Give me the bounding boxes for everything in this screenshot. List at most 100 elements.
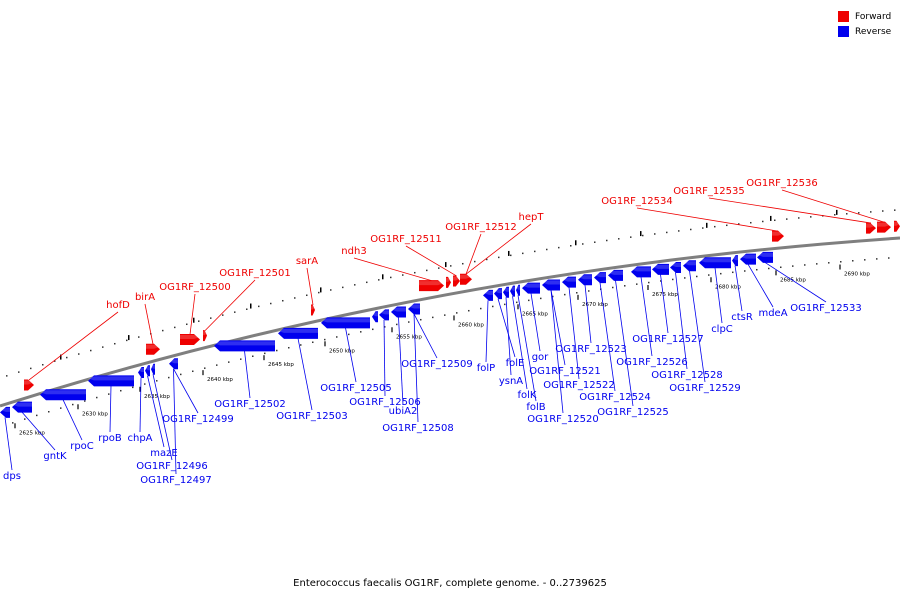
forward-gene-birA[interactable] [146,343,160,355]
gene-label-OG1RF_12520[interactable]: OG1RF_12520 [527,414,599,425]
reverse-gene-r16[interactable] [494,288,502,300]
gene-label-rpoC[interactable]: rpoC [70,441,94,452]
forward-gene-ndh3[interactable] [419,280,444,292]
forward-gene-hofD[interactable] [24,379,34,391]
reverse-gene-r18[interactable] [510,285,515,297]
reverse-gene-r13[interactable] [391,306,406,318]
gene-label-OG1RF_12522[interactable]: OG1RF_12522 [543,380,615,391]
gene-label-OG1RF_12511[interactable]: OG1RF_12511 [370,234,442,245]
gene-label-gntK[interactable]: gntK [43,451,67,462]
reverse-gene-r15[interactable] [483,289,493,301]
gene-label-OG1RF_12525[interactable]: OG1RF_12525 [597,407,669,418]
reverse-gene-r25[interactable] [608,269,623,281]
forward-gene-OG1RF_12535[interactable] [866,222,876,234]
gene-label-birA[interactable]: birA [135,292,155,303]
gene-label-OG1RF_12508[interactable]: OG1RF_12508 [382,423,454,434]
reverse-gene-r2[interactable] [40,389,86,401]
gene-label-mazE[interactable]: mazE [150,448,177,459]
reverse-track-dot [480,307,482,310]
reverse-gene-r11[interactable] [372,311,378,323]
reverse-gene-r12[interactable] [379,309,389,321]
gene-label-OG1RF_12527[interactable]: OG1RF_12527 [632,334,704,345]
gene-label-ctsR[interactable]: ctsR [731,312,753,323]
gene-label-OG1RF_12503[interactable]: OG1RF_12503 [276,411,348,422]
gene-label-OG1RF_12505[interactable]: OG1RF_12505 [320,383,392,394]
gene-label-OG1RF_12524[interactable]: OG1RF_12524 [579,392,651,403]
reverse-gene-r26[interactable] [631,266,651,278]
reverse-gene-r9[interactable] [278,327,318,339]
gene-label-OG1RF_12521[interactable]: OG1RF_12521 [529,366,601,377]
reverse-gene-r4[interactable] [138,366,144,378]
gene-label-OG1RF_12533[interactable]: OG1RF_12533 [790,303,862,314]
gene-label-folP[interactable]: folP [477,363,495,374]
reverse-gene-r19[interactable] [516,284,520,296]
gene-label-chpA[interactable]: chpA [127,433,152,444]
gene-label-OG1RF_12512[interactable]: OG1RF_12512 [445,222,517,233]
reverse-gene-r30[interactable] [699,257,731,269]
forward-gene-OG1RF_12501[interactable] [203,330,207,342]
gene-label-hofD[interactable]: hofD [106,300,130,311]
gene-label-OG1RF_12529[interactable]: OG1RF_12529 [669,383,741,394]
reverse-gene-r5[interactable] [145,365,150,377]
gene-label-gor[interactable]: gor [532,352,549,363]
gene-label-hepT[interactable]: hepT [519,212,545,223]
forward-gene-hepT[interactable] [894,220,900,232]
gene-label-OG1RF_12502[interactable]: OG1RF_12502 [214,399,286,410]
reverse-gene-r20[interactable] [522,282,540,294]
reverse-gene-r24[interactable] [594,272,606,284]
reverse-gene-r14[interactable] [408,303,420,315]
gene-label-ndh3[interactable]: ndh3 [341,246,366,257]
reverse-gene-r23[interactable] [578,274,592,286]
reverse-gene-r29[interactable] [683,260,696,272]
gene-label-ysnA[interactable]: ysnA [499,376,523,387]
gene-label-OG1RF_12497[interactable]: OG1RF_12497 [140,475,212,486]
gene-label-OG1RF_12535[interactable]: OG1RF_12535 [673,186,745,197]
gene-label-clpC[interactable]: clpC [711,324,733,335]
reverse-gene-r8[interactable] [214,340,275,352]
gene-label-OG1RF_12534[interactable]: OG1RF_12534 [601,196,673,207]
gene-label-OG1RF_12496[interactable]: OG1RF_12496 [136,461,208,472]
reverse-gene-r22[interactable] [562,276,576,288]
gene-label-rpoB[interactable]: rpoB [98,433,122,444]
reverse-gene-r31[interactable] [732,255,738,267]
gene-label-OG1RF_12526[interactable]: OG1RF_12526 [616,357,688,368]
reverse-gene-r1[interactable] [12,401,32,413]
forward-gene-OG1RF_12511[interactable] [453,275,460,287]
forward-gene-OG1RF_12536[interactable] [877,221,891,233]
gene-label-mdeA[interactable]: mdeA [758,308,787,319]
gene-label-OG1RF_12509[interactable]: OG1RF_12509 [401,359,473,370]
gene-label-folB[interactable]: folB [526,402,545,413]
gene-label-OG1RF_12536[interactable]: OG1RF_12536 [746,178,818,189]
reverse-gene-r21[interactable] [542,279,560,291]
gene-label-folK[interactable]: folK [518,390,537,401]
gene-label-OG1RF_12500[interactable]: OG1RF_12500 [159,282,231,293]
kbp-tick-label: 2645 kbp [268,362,294,368]
forward-gene-OG1RF_12534[interactable] [772,230,784,242]
gene-label-ubiA2[interactable]: ubiA2 [389,406,418,417]
gene-label-sarA[interactable]: sarA [296,256,318,267]
gene-label-OG1RF_12528[interactable]: OG1RF_12528 [651,370,723,381]
reverse-gene-r6[interactable] [151,363,155,375]
gene-label-dps[interactable]: dps [3,471,21,482]
gene-label-OG1RF_12506[interactable]: OG1RF_12506 [349,397,421,408]
reverse-gene-r17[interactable] [503,286,509,298]
gene-label-OG1RF_12523[interactable]: OG1RF_12523 [555,344,627,355]
forward-gene-OG1RF_12500[interactable] [180,333,200,345]
forward-gene-sarA[interactable] [311,304,315,316]
gene-label-OG1RF_12499[interactable]: OG1RF_12499 [162,414,234,425]
reverse-gene-r7[interactable] [169,358,178,370]
reverse-gene-r28[interactable] [670,261,681,273]
gene-label-OG1RF_12501[interactable]: OG1RF_12501 [219,268,291,279]
reverse-gene-r32[interactable] [740,253,756,265]
reverse-gene-r3[interactable] [88,375,134,387]
label-leader [734,265,743,312]
forward-gene-OG1RF_11[interactable] [446,276,451,288]
gene-label-folE[interactable]: folE [506,358,525,369]
reverse-gene-r27[interactable] [652,263,669,275]
forward-gene-OG1RF_12512[interactable] [460,273,472,285]
reverse-gene-r10[interactable] [321,317,370,329]
forward-track-dot [186,323,188,326]
reverse-gene-r0[interactable] [0,406,10,418]
reverse-gene-r33[interactable] [757,251,773,263]
reverse-track-dot [456,312,458,314]
